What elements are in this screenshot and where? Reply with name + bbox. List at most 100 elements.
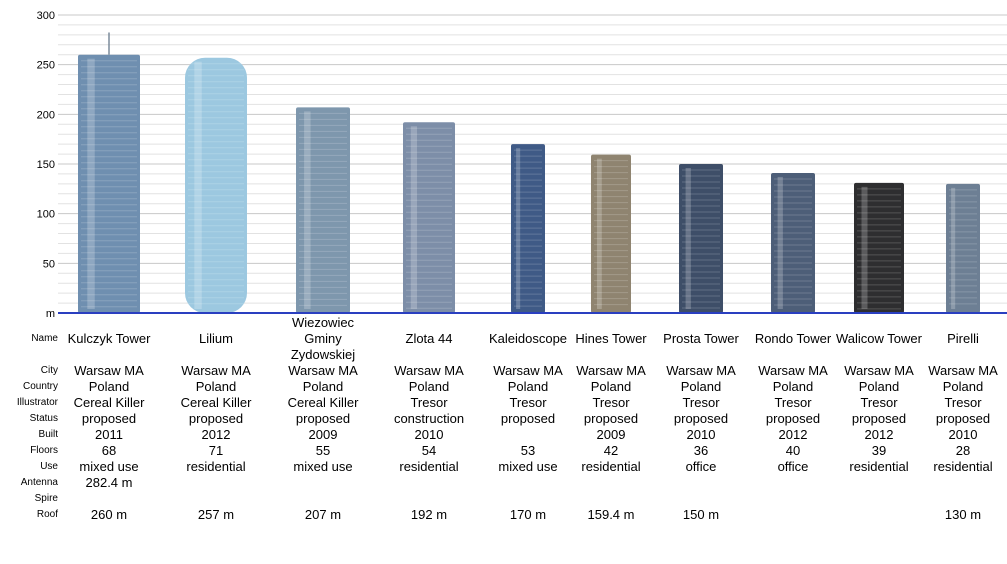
- cell-antenna: 282.4 m: [85, 475, 133, 490]
- building-bar: [78, 32, 140, 313]
- cell-roof: 192 m: [410, 507, 448, 522]
- cell-illustrator: Tresor: [410, 395, 448, 410]
- cell-built: 2009: [308, 427, 338, 442]
- cell-floors: 55: [315, 443, 331, 458]
- cell-country: Poland: [408, 379, 450, 394]
- cell-illustrator: Tresor: [774, 395, 812, 410]
- cell-roof: 170 m: [509, 507, 547, 522]
- cell-status: proposed: [935, 411, 991, 426]
- cell-country: Poland: [590, 379, 632, 394]
- building-name: Prosta Tower: [663, 331, 739, 346]
- cell-city: Warsaw MA: [928, 363, 998, 378]
- building-bar: [946, 183, 980, 313]
- cell-country: Poland: [302, 379, 344, 394]
- cell-floors: 68: [101, 443, 117, 458]
- row-label-built: Built: [38, 429, 58, 440]
- building-body: [296, 107, 350, 313]
- cell-built: 2010: [948, 427, 978, 442]
- building-bar: [511, 144, 545, 313]
- building-body: [185, 57, 247, 313]
- cell-country: Poland: [507, 379, 549, 394]
- cell-country: Poland: [772, 379, 814, 394]
- cell-roof: 260 m: [90, 507, 128, 522]
- y-tick-label: 50: [43, 258, 55, 270]
- building-body: [78, 54, 140, 313]
- cell-use: residential: [933, 459, 993, 474]
- cell-use: mixed use: [293, 459, 353, 474]
- building-highlight: [597, 158, 602, 309]
- building-name: Lilium: [199, 331, 233, 346]
- building-bar: [296, 107, 350, 313]
- building-name: Hines Tower: [575, 331, 647, 346]
- row-label-roof: Roof: [36, 509, 58, 520]
- cell-status: proposed: [673, 411, 729, 426]
- cell-country: Poland: [88, 379, 130, 394]
- building-body: [403, 122, 455, 313]
- cell-floors: 42: [603, 443, 619, 458]
- cell-illustrator: Cereal Killer: [180, 395, 252, 410]
- building-name: Pirelli: [947, 331, 979, 346]
- cell-roof: 257 m: [197, 507, 235, 522]
- cell-country: Poland: [195, 379, 237, 394]
- cell-built: 2010: [414, 427, 444, 442]
- cell-illustrator: Tresor: [509, 395, 547, 410]
- cell-status: proposed: [851, 411, 907, 426]
- building-body: [511, 144, 545, 313]
- cell-use: residential: [186, 459, 246, 474]
- cell-city: Warsaw MA: [758, 363, 828, 378]
- y-tick-label: m: [46, 308, 55, 318]
- cell-city: Warsaw MA: [666, 363, 736, 378]
- cell-built: 2009: [596, 427, 626, 442]
- building-bar: [403, 122, 455, 313]
- cell-floors: 28: [955, 443, 971, 458]
- cell-illustrator: Cereal Killer: [73, 395, 145, 410]
- building-highlight: [304, 111, 311, 309]
- cell-city: Warsaw MA: [288, 363, 358, 378]
- building-bars: [78, 32, 980, 313]
- building-highlight: [410, 126, 418, 309]
- cell-built: 2012: [864, 427, 894, 442]
- cell-floors: 40: [785, 443, 801, 458]
- cell-built: 2012: [778, 427, 808, 442]
- cell-country: Poland: [680, 379, 722, 394]
- cell-use: office: [777, 459, 809, 474]
- cell-use: mixed use: [79, 459, 139, 474]
- cell-status: proposed: [765, 411, 821, 426]
- cell-status: proposed: [583, 411, 639, 426]
- cell-use: residential: [399, 459, 459, 474]
- cell-built: 2011: [95, 427, 123, 442]
- cell-roof: 159.4 m: [587, 507, 635, 522]
- cell-status: construction: [393, 411, 465, 426]
- row-label-antenna: Antenna: [20, 477, 58, 488]
- cell-built: 2012: [201, 427, 231, 442]
- cell-illustrator: Cereal Killer: [287, 395, 359, 410]
- building-name: Wiezowiec Gminy Zydowskiej: [290, 315, 356, 362]
- cell-country: Poland: [942, 379, 984, 394]
- cell-city: Warsaw MA: [844, 363, 914, 378]
- cell-illustrator: Tresor: [592, 395, 630, 410]
- cell-use: residential: [581, 459, 641, 474]
- row-label-floors: Floors: [30, 445, 58, 456]
- cell-use: mixed use: [498, 459, 558, 474]
- cell-built: 2010: [686, 427, 716, 442]
- cell-illustrator: Tresor: [944, 395, 982, 410]
- building-bar: [591, 154, 631, 313]
- building-bar: [185, 57, 247, 313]
- building-bar: [679, 164, 723, 313]
- building-name: Walicow Tower: [836, 331, 922, 346]
- building-highlight: [777, 176, 783, 309]
- building-bar: [854, 182, 904, 313]
- cell-status: proposed: [295, 411, 351, 426]
- building-name: Kaleidoscope: [488, 331, 568, 346]
- cell-floors: 53: [520, 443, 536, 458]
- y-tick-label: 200: [37, 109, 55, 121]
- cell-status: proposed: [81, 411, 137, 426]
- cell-floors: 39: [871, 443, 887, 458]
- cell-use: residential: [849, 459, 909, 474]
- cell-city: Warsaw MA: [493, 363, 563, 378]
- building-highlight: [516, 148, 521, 309]
- y-tick-label: 150: [37, 159, 55, 171]
- cell-city: Warsaw MA: [74, 363, 144, 378]
- cell-illustrator: Tresor: [682, 395, 720, 410]
- building-body: [854, 182, 904, 313]
